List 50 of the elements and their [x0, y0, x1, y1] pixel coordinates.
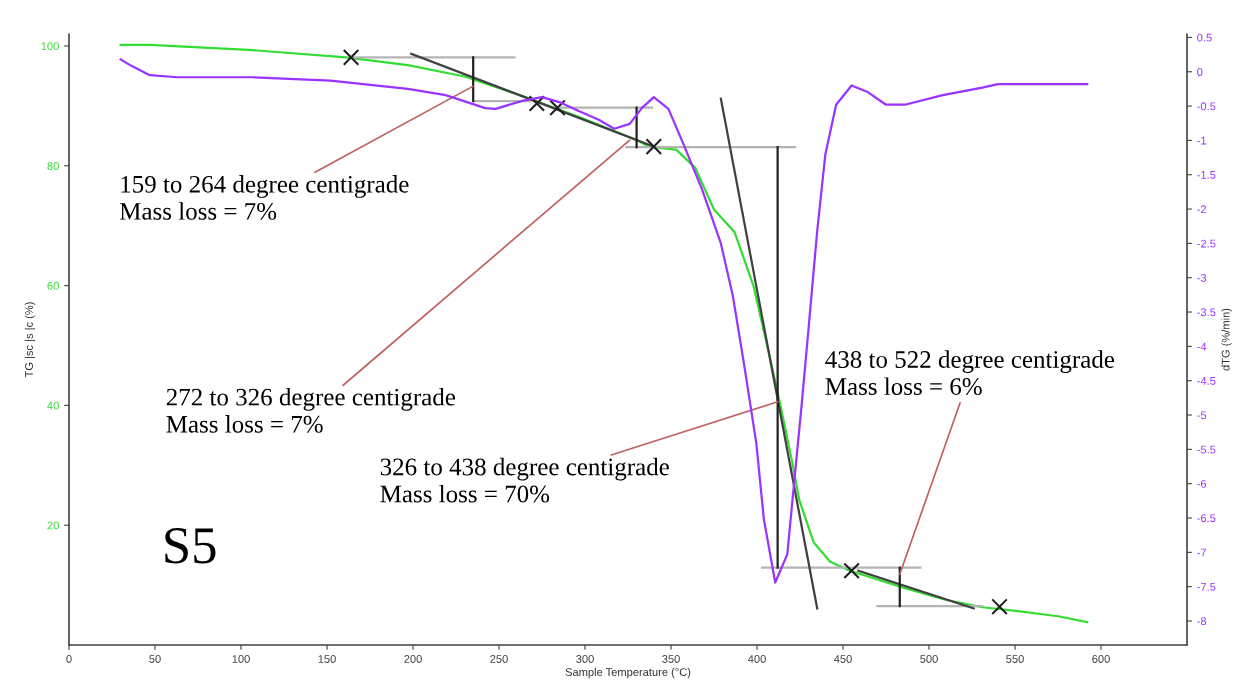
y2-tick-label: -4	[1197, 342, 1207, 351]
y2-tick-label: 0.5	[1197, 33, 1212, 42]
y2-tick-label: -1.5	[1197, 171, 1216, 179]
x-tick-label: 550	[1006, 655, 1024, 663]
point	[991, 598, 1008, 615]
x-tick-label: 0	[66, 655, 72, 663]
y2-tick-label: 0	[1197, 68, 1203, 76]
x-tick-label: 50	[149, 655, 161, 663]
point	[528, 95, 546, 112]
x-tick-label: 150	[318, 655, 336, 663]
y2-tick-label: -6	[1197, 479, 1207, 488]
y2-tick-label: -7.5	[1197, 583, 1216, 591]
point	[549, 99, 566, 116]
x-tick-label: 300	[576, 655, 594, 663]
point	[342, 49, 360, 66]
y2-tick-label: -0.5	[1197, 102, 1216, 111]
x-tick-label: 200	[404, 655, 422, 663]
annotation: S5	[165, 528, 216, 564]
y-tick-label: 40	[47, 401, 59, 410]
x-tick-label: 250	[490, 655, 508, 663]
annotation: 159 to 264 degree centigrade Mass loss = 7%	[119, 175, 409, 220]
y2-tick-label: -5.5	[1197, 445, 1216, 454]
x-tick-label: 400	[747, 655, 766, 663]
x-tick-label: 600	[1092, 655, 1110, 663]
x-tick-label: 450	[833, 655, 852, 663]
point	[645, 138, 663, 155]
y-tick-label: 20	[47, 521, 59, 530]
annotation: 438 to 522 degree centigrade Mass loss = 6%	[825, 350, 1115, 396]
y-tick-label: 60	[47, 281, 59, 290]
y-tick-label: 80	[47, 162, 59, 170]
y2-tick-label: -6.5	[1197, 514, 1216, 523]
y2-tick-label: -7	[1197, 548, 1207, 557]
point	[843, 562, 860, 580]
y2-tick-label: -3	[1197, 273, 1207, 282]
y2-tick-label: -3.5	[1197, 308, 1216, 317]
y2-tick-label: -2	[1197, 205, 1207, 214]
x-tick-label: 500	[920, 655, 938, 663]
x-axis-title: Sample Temperature (°C)	[565, 667, 691, 679]
y-tick-label: 100	[41, 42, 59, 51]
annotation: 326 to 438 degree centigrade Mass loss = 70%	[380, 457, 669, 503]
y2-tick-label: -2.5	[1197, 239, 1216, 248]
y-axis-title: TG |sc |s |c (%)	[24, 302, 36, 378]
x-tick-label: 100	[232, 655, 250, 663]
x-tick-label: 350	[662, 655, 680, 663]
y2-tick-label: -4.5	[1197, 377, 1216, 385]
y2-axis-title: dTG (%/min)	[1221, 308, 1232, 371]
y2-tick-label: -8	[1197, 617, 1207, 626]
y2-tick-label: -1	[1197, 136, 1207, 145]
y2-tick-label: -5	[1197, 411, 1207, 420]
annotation: 272 to 326 degree centigrade Mass loss = 7%	[166, 388, 456, 433]
